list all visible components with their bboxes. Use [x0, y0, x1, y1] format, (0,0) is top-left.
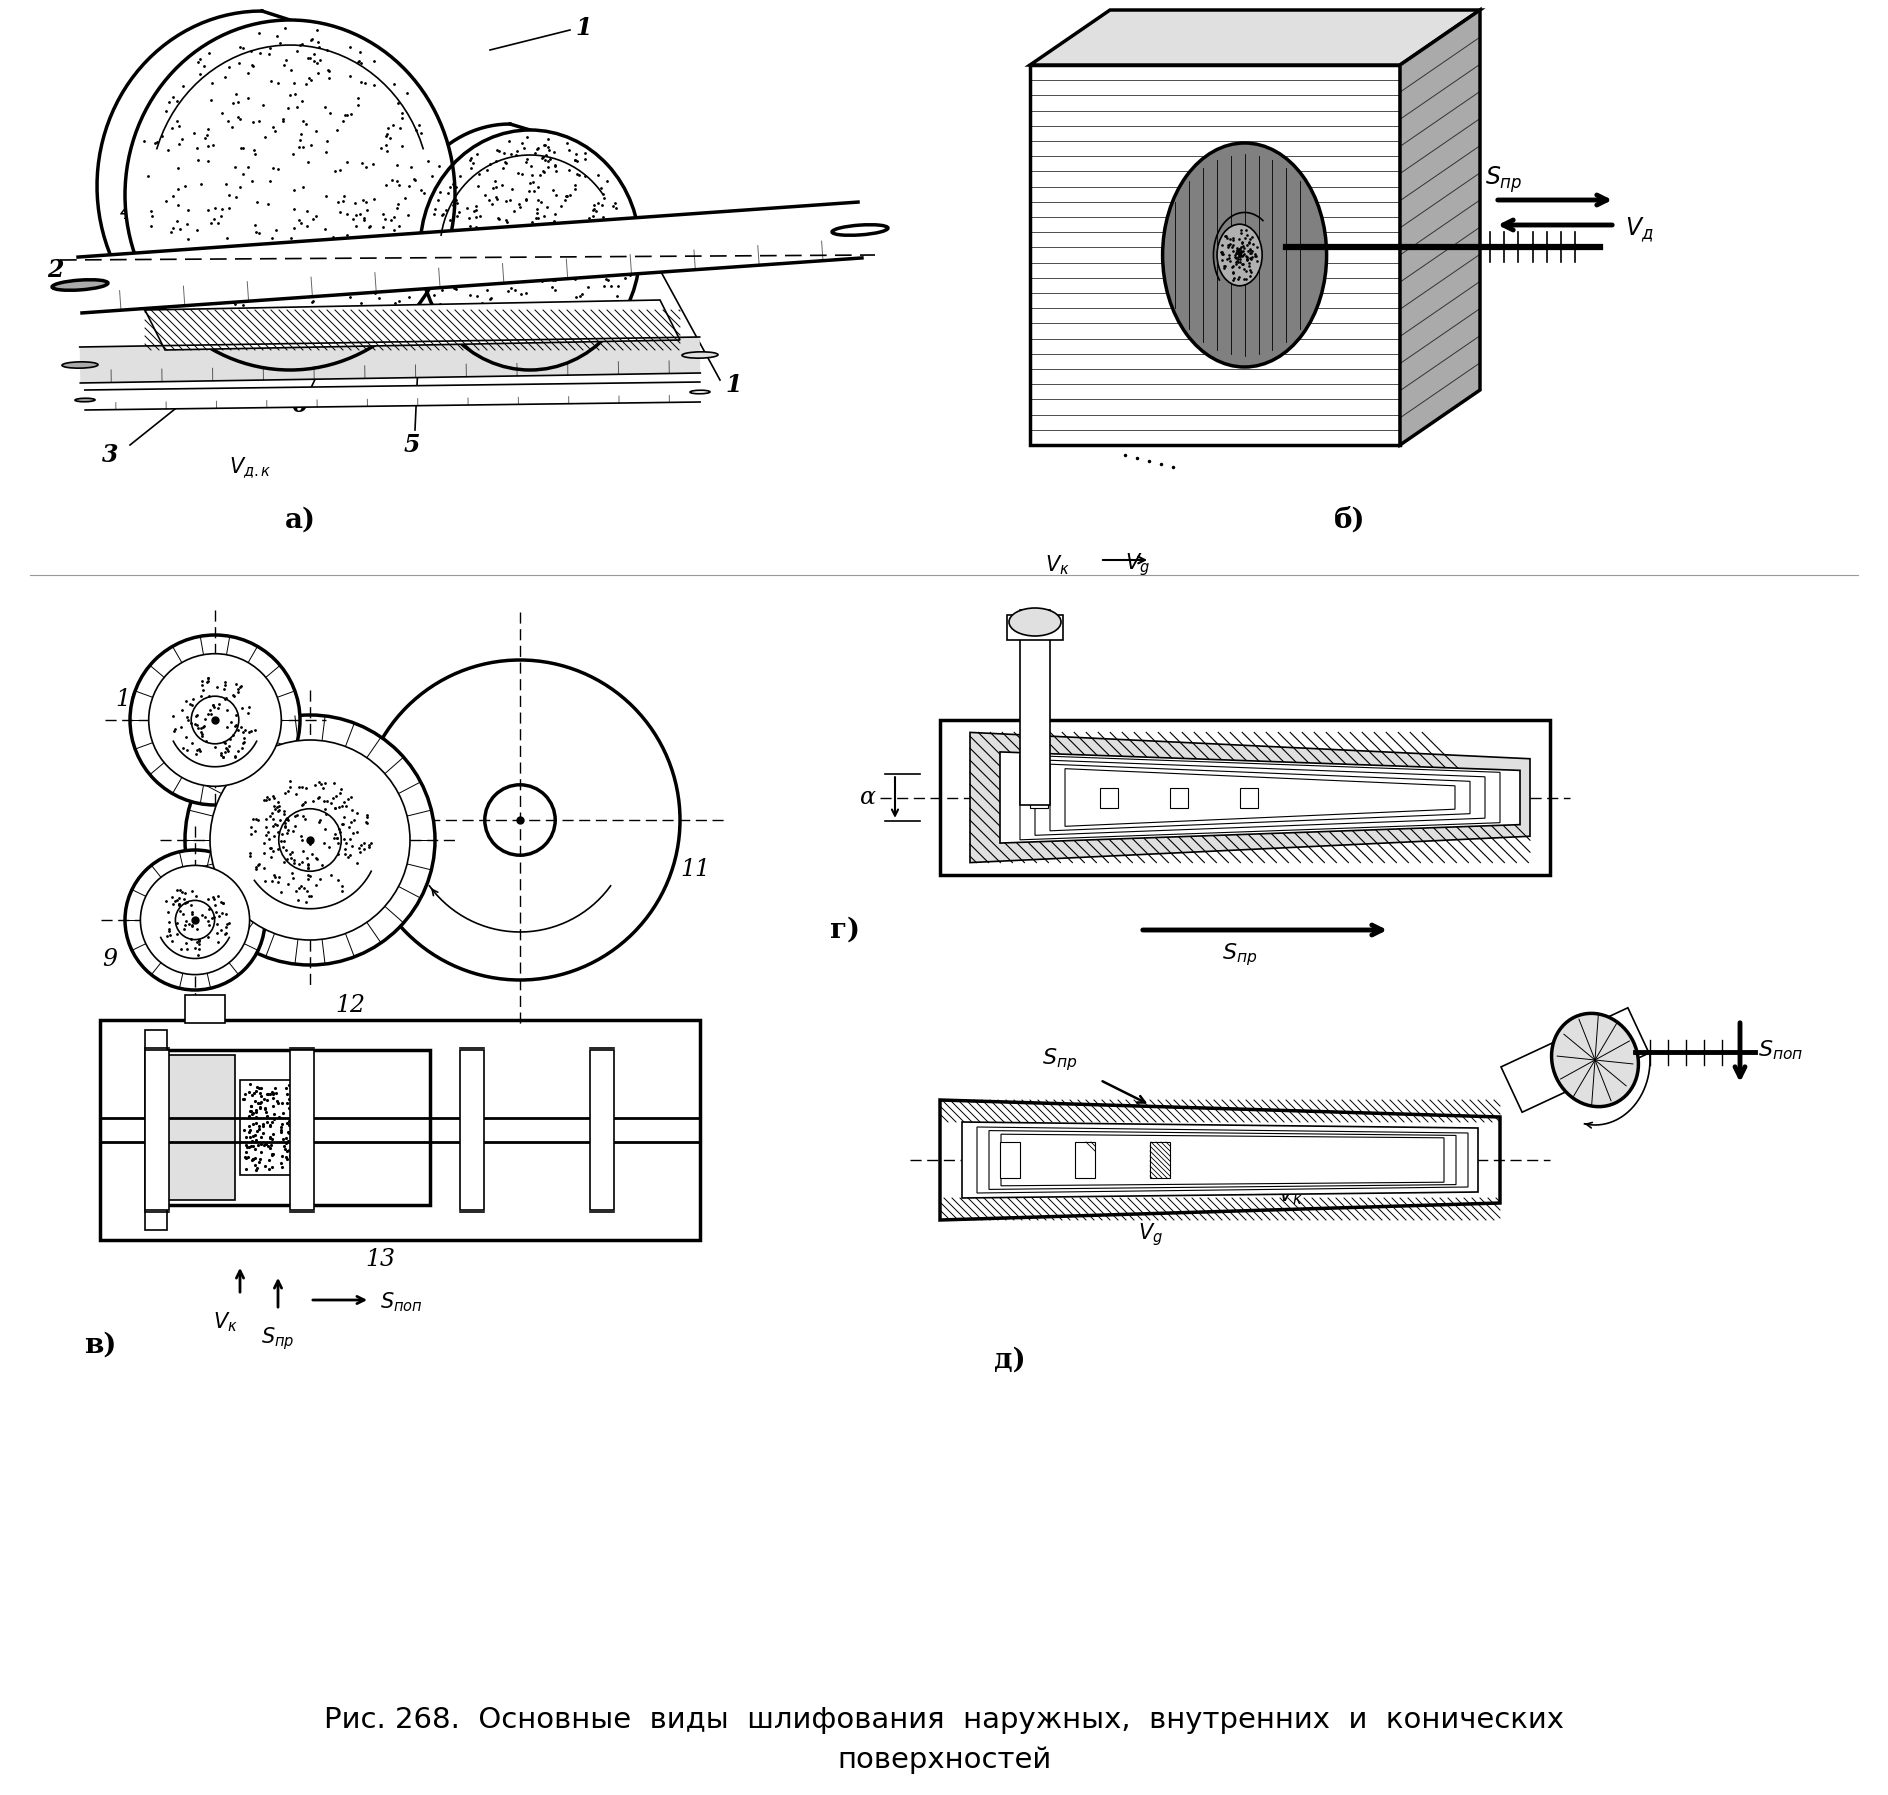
- Text: $S_{поп}$: $S_{поп}$: [1758, 1038, 1803, 1063]
- Text: $S_{пр}$: $S_{пр}$: [1222, 942, 1257, 968]
- Bar: [1150, 1142, 1171, 1178]
- Text: 1: 1: [725, 373, 742, 397]
- Text: поверхностей: поверхностей: [836, 1747, 1052, 1773]
- Bar: [461, 1050, 483, 1210]
- Circle shape: [185, 714, 434, 966]
- Polygon shape: [145, 300, 680, 350]
- Polygon shape: [85, 382, 700, 409]
- Text: в): в): [83, 1332, 117, 1359]
- Text: $V_g$: $V_g$: [1125, 551, 1150, 578]
- Polygon shape: [1031, 11, 1480, 65]
- Text: $V_{д.к}$: $V_{д.к}$: [228, 456, 272, 481]
- Text: α: α: [861, 786, 876, 810]
- Polygon shape: [970, 732, 1529, 863]
- Text: $V_g$: $V_g$: [1137, 1222, 1163, 1248]
- Polygon shape: [77, 203, 863, 312]
- Text: 5: 5: [404, 433, 421, 458]
- Bar: [1101, 788, 1118, 808]
- Text: $V_\kappa$: $V_\kappa$: [340, 68, 368, 95]
- Circle shape: [130, 635, 300, 804]
- Ellipse shape: [682, 352, 717, 359]
- Polygon shape: [963, 1122, 1478, 1197]
- Text: 1: 1: [576, 16, 591, 39]
- Bar: [155, 1055, 234, 1201]
- Text: $V_\kappa$: $V_\kappa$: [1278, 1183, 1303, 1206]
- Text: 12: 12: [334, 993, 364, 1016]
- Text: Рис. 268.  Основные  виды  шлифования  наружных,  внутренних  и  конических: Рис. 268. Основные виды шлифования наруж…: [325, 1705, 1563, 1734]
- Polygon shape: [79, 337, 700, 382]
- Ellipse shape: [1552, 1014, 1639, 1108]
- Text: $V_\kappa$: $V_\kappa$: [213, 1310, 238, 1334]
- Ellipse shape: [76, 398, 94, 402]
- Ellipse shape: [53, 280, 108, 291]
- Text: 6: 6: [293, 393, 308, 416]
- Bar: [1074, 1142, 1095, 1178]
- Bar: [240, 1081, 310, 1176]
- Ellipse shape: [1008, 609, 1061, 635]
- Bar: [1171, 788, 1188, 808]
- Ellipse shape: [125, 20, 455, 370]
- Text: 4: 4: [119, 199, 136, 224]
- Ellipse shape: [1218, 224, 1263, 285]
- Ellipse shape: [419, 129, 640, 370]
- Bar: [291, 1050, 313, 1210]
- Text: а): а): [285, 506, 315, 533]
- Text: г): г): [831, 917, 861, 944]
- Polygon shape: [1001, 752, 1520, 844]
- Text: д): д): [995, 1346, 1025, 1373]
- Text: $V_д$: $V_д$: [1626, 215, 1654, 244]
- Bar: [1001, 1142, 1020, 1178]
- Bar: [100, 1020, 700, 1240]
- Bar: [145, 1050, 170, 1210]
- Circle shape: [149, 653, 281, 786]
- Text: $V_\kappa$: $V_\kappa$: [1044, 553, 1070, 576]
- Ellipse shape: [689, 390, 710, 393]
- Polygon shape: [1401, 11, 1480, 445]
- Bar: [1031, 65, 1401, 445]
- Text: 9: 9: [102, 948, 117, 971]
- Text: 11: 11: [680, 858, 710, 881]
- Circle shape: [140, 865, 249, 975]
- Text: 3: 3: [102, 443, 119, 467]
- Bar: [1240, 788, 1257, 808]
- Text: 13: 13: [364, 1249, 395, 1271]
- Text: $S_{пр}$: $S_{пр}$: [1486, 165, 1522, 196]
- Ellipse shape: [62, 363, 98, 368]
- Bar: [1031, 788, 1048, 808]
- Circle shape: [210, 740, 410, 941]
- Ellipse shape: [833, 224, 887, 235]
- Bar: [185, 994, 225, 1023]
- Bar: [1501, 1007, 1648, 1113]
- Text: 2: 2: [47, 258, 64, 282]
- Ellipse shape: [1163, 144, 1327, 366]
- Text: $S_{поп}$: $S_{поп}$: [379, 1291, 423, 1314]
- Polygon shape: [940, 1100, 1499, 1221]
- Text: $S_{пр}$: $S_{пр}$: [261, 1325, 295, 1352]
- Bar: [145, 1030, 166, 1230]
- Circle shape: [361, 661, 680, 980]
- Bar: [1020, 610, 1050, 806]
- Bar: [1006, 616, 1063, 641]
- Bar: [940, 720, 1550, 874]
- Bar: [589, 1050, 614, 1210]
- Text: 10: 10: [115, 689, 145, 711]
- Text: б): б): [1335, 506, 1365, 533]
- Bar: [149, 1050, 430, 1204]
- Circle shape: [125, 851, 264, 991]
- Text: 8: 8: [177, 858, 193, 881]
- Text: $S_{пр}$: $S_{пр}$: [1042, 1046, 1078, 1073]
